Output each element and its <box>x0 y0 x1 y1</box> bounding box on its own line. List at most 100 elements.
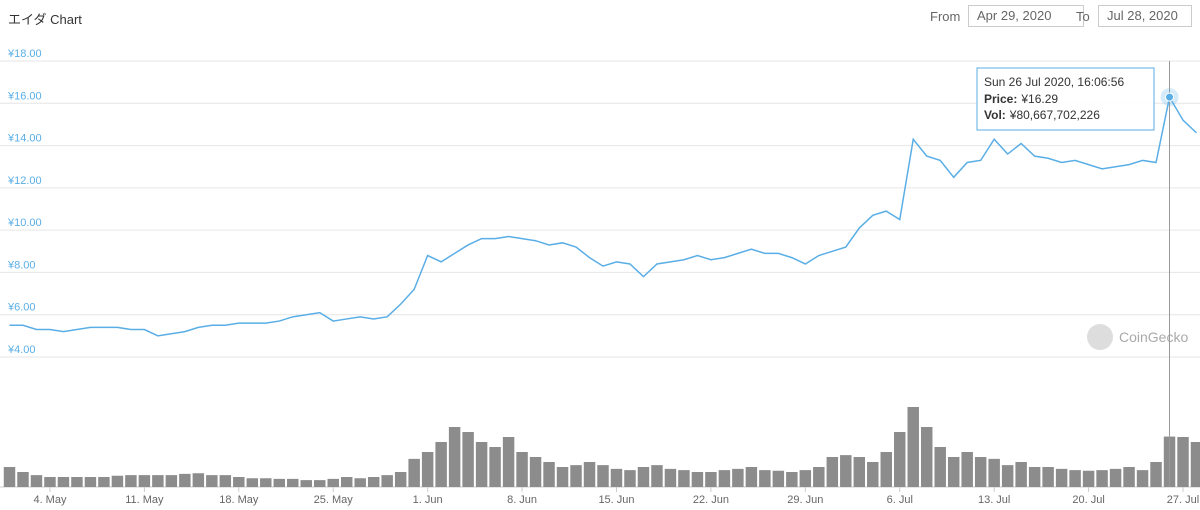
volume-bar <box>152 475 164 487</box>
volume-bar <box>260 478 272 487</box>
volume-bar <box>206 475 218 487</box>
x-tick-label: 13. Jul <box>978 494 1010 506</box>
volume-bar <box>381 475 393 487</box>
x-tick-label: 8. Jun <box>507 494 537 506</box>
volume-bar <box>327 478 339 487</box>
volume-bar <box>583 462 596 487</box>
volume-bar <box>287 478 299 487</box>
tooltip-row-label: Price: <box>984 92 1017 106</box>
volume-bar <box>1136 470 1149 487</box>
volume-bar <box>3 467 16 487</box>
volume-bar <box>840 455 852 487</box>
volume-bar <box>475 442 488 487</box>
tooltip-row-label: Vol: <box>984 108 1006 122</box>
volume-bar <box>233 477 245 487</box>
tooltip-row-value: ¥16.29 <box>1020 92 1058 106</box>
tooltip-title: Sun 26 Jul 2020, 16:06:56 <box>984 75 1124 89</box>
volume-bar <box>219 475 232 487</box>
x-tick-label: 15. Jun <box>598 494 634 506</box>
volume-bar <box>543 462 555 487</box>
header: エイダ Chart From Apr 29, 2020 To Jul 28, 2… <box>0 0 1200 36</box>
volume-bar <box>759 470 771 487</box>
volume-bar <box>84 477 97 487</box>
volume-bar <box>894 432 906 487</box>
volume-bar <box>907 407 919 487</box>
volume-bar <box>570 465 582 487</box>
volume-bar <box>678 470 690 487</box>
volume-bar <box>30 475 43 487</box>
volume-bar <box>300 480 312 487</box>
volume-bar <box>408 458 420 487</box>
volume-bar <box>111 475 124 487</box>
volume-bar <box>179 473 191 487</box>
to-label: To <box>1076 9 1090 24</box>
volume-bar <box>745 467 758 487</box>
volume-bar <box>273 478 286 487</box>
volume-bar <box>192 473 205 487</box>
x-tick-label: 18. May <box>219 494 259 506</box>
volume-bar <box>246 478 259 487</box>
volume-bar <box>314 480 326 487</box>
volume-bar <box>934 447 946 487</box>
volume-bar <box>1109 468 1122 487</box>
y-tick-label: ¥6.00 <box>7 302 36 314</box>
volume-bar <box>718 470 731 487</box>
volume-bar <box>1190 442 1200 487</box>
y-tick-label: ¥18.00 <box>7 48 42 60</box>
x-tick-label: 29. Jun <box>787 494 823 506</box>
hover-point <box>1165 92 1175 102</box>
volume-bar <box>71 477 83 487</box>
volume-bar <box>947 457 960 487</box>
watermark-text: CoinGecko <box>1119 329 1188 345</box>
volume-bar <box>1150 462 1162 487</box>
volume-bar <box>1001 465 1014 487</box>
volume-bar <box>826 457 839 487</box>
y-tick-label: ¥8.00 <box>7 259 36 271</box>
volume-bar <box>961 452 973 487</box>
volume-bar <box>786 472 798 487</box>
volume-bar <box>516 452 528 487</box>
from-label: From <box>930 9 961 24</box>
volume-bar <box>772 470 785 487</box>
volume-bar <box>920 427 933 487</box>
volume-bar <box>138 475 151 487</box>
from-input[interactable]: Apr 29, 2020 <box>968 5 1084 27</box>
x-tick-label: 22. Jun <box>693 494 729 506</box>
volume-bar <box>624 470 636 487</box>
volume-bar <box>529 457 542 487</box>
y-tick-label: ¥12.00 <box>7 175 42 187</box>
volume-bar <box>98 477 110 487</box>
volume-bar <box>610 468 623 487</box>
watermark-logo <box>1087 324 1113 350</box>
x-tick-label: 11. May <box>125 494 164 506</box>
volume-bar <box>880 452 892 487</box>
volume-bar <box>462 432 474 487</box>
volume-bar <box>1055 468 1068 487</box>
volume-bar <box>1096 470 1108 487</box>
volume-bar <box>165 475 178 487</box>
volume-bar <box>974 457 987 487</box>
volume-bar <box>1015 462 1027 487</box>
x-tick-label: 6. Jul <box>887 494 913 506</box>
to-input[interactable]: Jul 28, 2020 <box>1098 5 1192 27</box>
tooltip-box <box>976 67 1155 131</box>
volume-bar <box>17 472 29 487</box>
y-tick-label: ¥16.00 <box>7 90 42 102</box>
volume-bar <box>354 478 366 487</box>
volume-bar <box>637 467 650 487</box>
volume-bar <box>367 477 380 487</box>
tooltip-row-value: ¥80,667,702,226 <box>1009 108 1100 122</box>
volume-bar <box>502 437 515 487</box>
volume-bar <box>435 442 447 487</box>
y-tick-label: ¥14.00 <box>7 133 42 145</box>
tooltip-row: Vol: ¥80,667,702,226 <box>984 108 1100 122</box>
volume-bar <box>1123 467 1135 487</box>
volume-bar <box>853 457 866 487</box>
volume-bar <box>57 477 70 487</box>
volume-bar <box>44 477 56 487</box>
volume-bar <box>651 465 663 487</box>
volume-bar <box>1082 470 1095 487</box>
volume-bar <box>664 468 677 487</box>
